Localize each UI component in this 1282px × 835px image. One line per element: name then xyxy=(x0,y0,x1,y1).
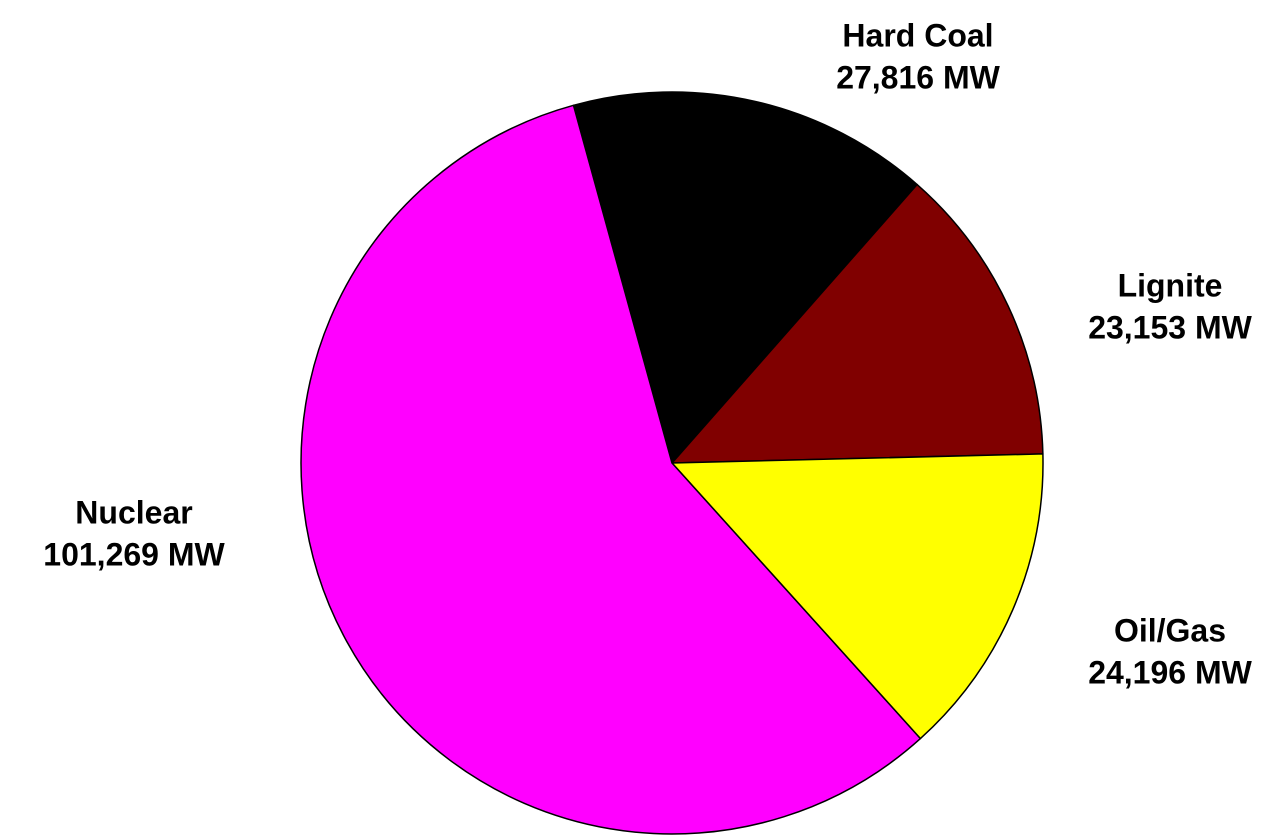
pie-slice-oil-gas xyxy=(671,453,1044,740)
slice-category-label: Nuclear xyxy=(75,494,192,530)
slice-value-label: 27,816 MW xyxy=(836,59,1000,95)
pie-slice-hard-coal xyxy=(572,91,918,464)
pie-slice-lignite xyxy=(671,183,1044,464)
slice-value-label: 23,153 MW xyxy=(1088,309,1252,345)
slice-value-label: 24,196 MW xyxy=(1088,654,1252,690)
slice-category-label: Oil/Gas xyxy=(1114,612,1226,648)
pie-labels: Hard Coal 27,816 MW Lignite 23,153 MW Oil/Ga… xyxy=(43,17,1252,690)
pie-slice-nuclear xyxy=(300,104,922,835)
slice-value-label: 101,269 MW xyxy=(43,536,225,572)
slice-category-label: Lignite xyxy=(1118,267,1223,303)
slice-category-label: Hard Coal xyxy=(842,17,993,53)
pie-slices xyxy=(300,91,1044,835)
